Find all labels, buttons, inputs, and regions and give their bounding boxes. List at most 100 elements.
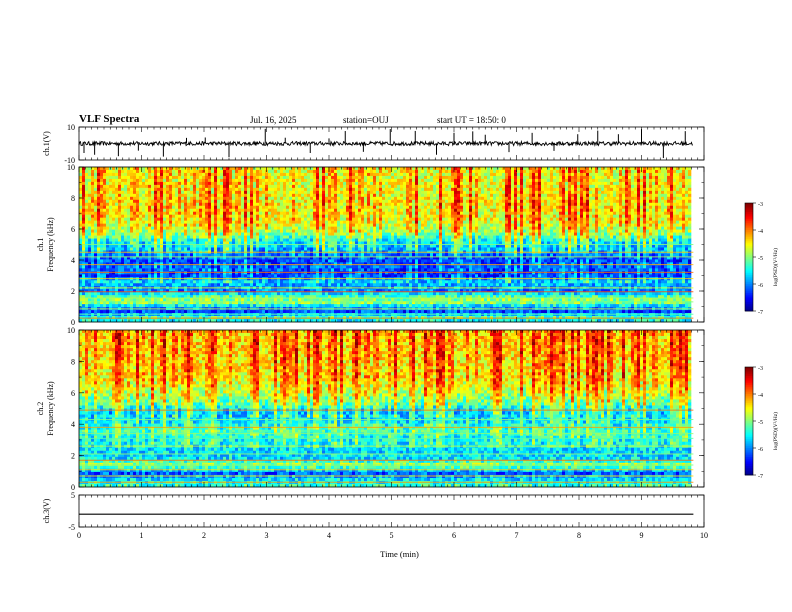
spectrogram-cell <box>235 301 239 305</box>
spectrogram-cell <box>103 238 107 242</box>
spectrogram-cell <box>235 289 239 293</box>
spectrogram-cell <box>184 241 188 245</box>
spectrogram-cell <box>181 211 185 215</box>
spectrogram-cell <box>268 289 272 293</box>
spectrogram-cell <box>115 235 119 239</box>
spectrogram-cell <box>115 217 119 221</box>
spectrogram-cell <box>268 169 272 174</box>
spectrogram-cell <box>157 187 161 192</box>
spectrogram-cell <box>229 274 233 278</box>
spectrogram-cell <box>214 193 218 198</box>
spectrogram-cell <box>157 196 161 201</box>
spectrogram-cell <box>199 274 203 278</box>
spectrogram-cell <box>319 265 323 269</box>
spectrogram-cell <box>319 235 323 239</box>
spectrogram-cell <box>94 247 98 251</box>
spectrogram-cell <box>199 238 203 242</box>
spectrogram-cell <box>160 253 164 257</box>
spectrogram-cell <box>217 187 221 192</box>
spectrogram-cell <box>289 169 293 174</box>
spectrogram-cell <box>349 235 353 239</box>
spectrogram-cell <box>79 202 83 207</box>
spectrogram-cell <box>319 199 323 204</box>
spectrogram-cell <box>196 271 200 275</box>
spectrogram-cell <box>268 226 272 230</box>
spectrogram-cell <box>184 235 188 239</box>
spectrogram-cell <box>256 274 260 278</box>
spectrogram-cell <box>160 319 164 323</box>
spectrogram-cell <box>307 202 311 207</box>
spectrogram-cell <box>127 310 131 314</box>
spectrogram-cell <box>229 178 233 183</box>
spectrogram-cell <box>301 244 305 248</box>
spectrogram-cell <box>88 184 92 189</box>
spectrogram-cell <box>277 184 281 189</box>
spectrogram-cell <box>142 193 146 198</box>
spectrogram-cell <box>94 271 98 275</box>
spectrogram-cell <box>133 319 137 323</box>
spectrogram-cell <box>82 220 86 224</box>
spectrogram-cell <box>127 190 131 195</box>
spectrogram-cell <box>88 259 92 263</box>
spectrogram-cell <box>361 178 365 183</box>
spectrogram-cell <box>79 274 83 278</box>
spectrogram-cell <box>136 169 140 174</box>
spectrogram-cell <box>277 295 281 299</box>
spectrogram-cell <box>295 181 299 186</box>
spectrogram-cell <box>271 223 275 227</box>
spectrogram-cell <box>112 169 116 174</box>
spectrogram-cell <box>151 271 155 275</box>
spectrogram-cell <box>304 262 308 266</box>
spectrogram-cell <box>88 304 92 308</box>
spectrogram-cell <box>139 205 143 210</box>
spectrogram-cell <box>283 199 287 204</box>
spectrogram-cell <box>139 238 143 242</box>
spectrogram-cell <box>217 301 221 305</box>
spectrogram-cell <box>301 259 305 263</box>
spectrogram-cell <box>208 280 212 284</box>
spectrogram-cell <box>79 283 83 287</box>
spectrogram-cell <box>118 217 122 221</box>
spectrogram-cell <box>256 181 260 186</box>
spectrogram-cell <box>265 205 269 210</box>
spectrogram-cell <box>115 271 119 275</box>
spectrogram-cell <box>169 196 173 201</box>
spectrogram-cell <box>325 292 329 296</box>
spectrogram-cell <box>121 175 125 180</box>
spectrogram-cell <box>148 172 152 177</box>
spectrogram-cell <box>166 190 170 195</box>
spectrogram-cell <box>220 247 224 251</box>
spectrogram-cell <box>223 271 227 275</box>
spectrogram-cell <box>316 196 320 201</box>
spectrogram-cell <box>178 319 182 323</box>
spectrogram-cell <box>208 301 212 305</box>
spectrogram-cell <box>91 187 95 192</box>
spectrogram-cell <box>274 205 278 210</box>
spectrogram-cell <box>145 202 149 207</box>
spectrogram-cell <box>223 229 227 233</box>
spectrogram-cell <box>202 319 206 323</box>
spectrogram-cell <box>358 175 362 180</box>
spectrogram-cell <box>346 232 350 236</box>
spectrogram-cell <box>136 226 140 230</box>
spectrogram-cell <box>223 196 227 201</box>
spectrogram-cell <box>106 259 110 263</box>
spectrogram-cell <box>100 199 104 204</box>
spectrogram-cell <box>355 208 359 213</box>
spectrogram-cell <box>178 247 182 251</box>
spectrogram-cell <box>283 220 287 224</box>
spectrogram-cell <box>97 247 101 251</box>
spectrogram-cell <box>328 190 332 195</box>
spectrogram-cell <box>244 301 248 305</box>
spectrogram-cell <box>130 202 134 207</box>
spectrogram-cell <box>337 178 341 183</box>
spectrogram-cell <box>169 205 173 210</box>
spectrogram-cell <box>109 295 113 299</box>
spectrogram-cell <box>109 304 113 308</box>
spectrogram-cell <box>307 283 311 287</box>
spectrogram-cell <box>112 274 116 278</box>
spectrogram-cell <box>340 223 344 227</box>
spectrogram-cell <box>157 319 161 323</box>
spectrogram-cell <box>304 280 308 284</box>
spectrogram-cell <box>88 271 92 275</box>
